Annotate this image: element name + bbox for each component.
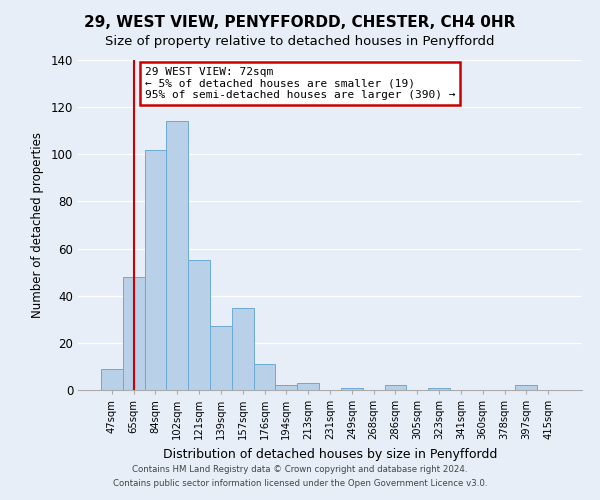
Text: Size of property relative to detached houses in Penyffordd: Size of property relative to detached ho… [105,35,495,48]
Bar [341,388,363,390]
Bar [515,386,537,390]
Bar [188,260,210,390]
Text: 29, WEST VIEW, PENYFFORDD, CHESTER, CH4 0HR: 29, WEST VIEW, PENYFFORDD, CHESTER, CH4 … [85,15,515,30]
Bar [145,150,166,390]
Text: Contains HM Land Registry data © Crown copyright and database right 2024.
Contai: Contains HM Land Registry data © Crown c… [113,466,487,487]
Bar [123,277,145,390]
Bar [101,369,123,390]
Bar [275,386,297,390]
Bar [232,308,254,390]
Bar [385,386,406,390]
Bar [254,364,275,390]
Bar [297,383,319,390]
Text: 29 WEST VIEW: 72sqm
← 5% of detached houses are smaller (19)
95% of semi-detache: 29 WEST VIEW: 72sqm ← 5% of detached hou… [145,67,455,100]
Bar [428,388,450,390]
Y-axis label: Number of detached properties: Number of detached properties [31,132,44,318]
Bar [210,326,232,390]
X-axis label: Distribution of detached houses by size in Penyffordd: Distribution of detached houses by size … [163,448,497,460]
Bar [166,122,188,390]
